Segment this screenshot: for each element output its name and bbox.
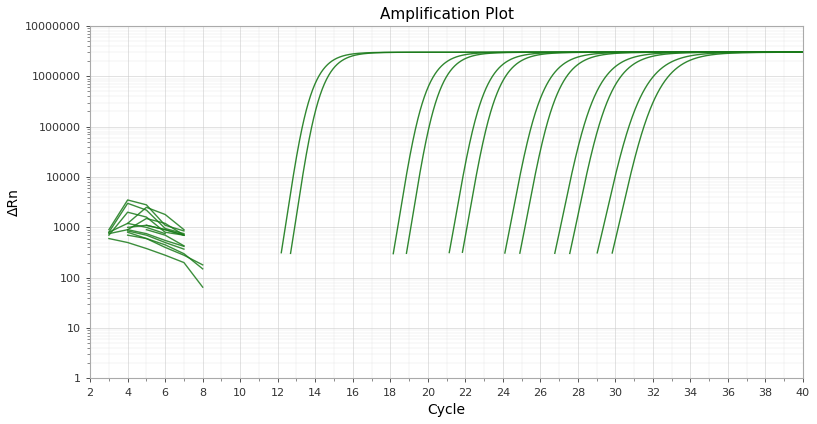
Y-axis label: ΔRn: ΔRn	[7, 188, 21, 216]
Title: Amplification Plot: Amplification Plot	[380, 7, 514, 22]
X-axis label: Cycle: Cycle	[427, 403, 466, 417]
